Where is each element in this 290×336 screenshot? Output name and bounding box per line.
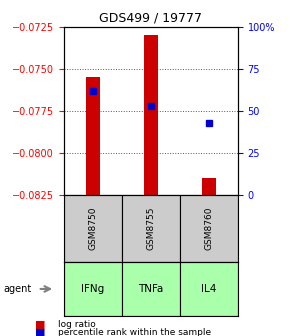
Bar: [122, 262, 180, 316]
Text: TNFa: TNFa: [138, 284, 164, 294]
Bar: [122, 195, 180, 262]
Text: IL4: IL4: [201, 284, 217, 294]
Text: GSM8760: GSM8760: [204, 207, 213, 250]
Bar: [86, 77, 100, 195]
Text: ■: ■: [35, 328, 45, 336]
Text: percentile rank within the sample: percentile rank within the sample: [58, 328, 211, 336]
Bar: [180, 262, 238, 316]
Text: ■: ■: [35, 319, 45, 329]
Text: GSM8755: GSM8755: [146, 207, 155, 250]
Bar: [64, 195, 122, 262]
Bar: [180, 195, 238, 262]
Text: log ratio: log ratio: [58, 320, 96, 329]
Title: GDS499 / 19777: GDS499 / 19777: [99, 11, 202, 24]
Bar: [64, 262, 122, 316]
Text: IFNg: IFNg: [81, 284, 104, 294]
Bar: [202, 178, 216, 195]
Text: agent: agent: [3, 284, 31, 294]
Text: GSM8750: GSM8750: [88, 207, 97, 250]
Bar: [144, 35, 158, 195]
